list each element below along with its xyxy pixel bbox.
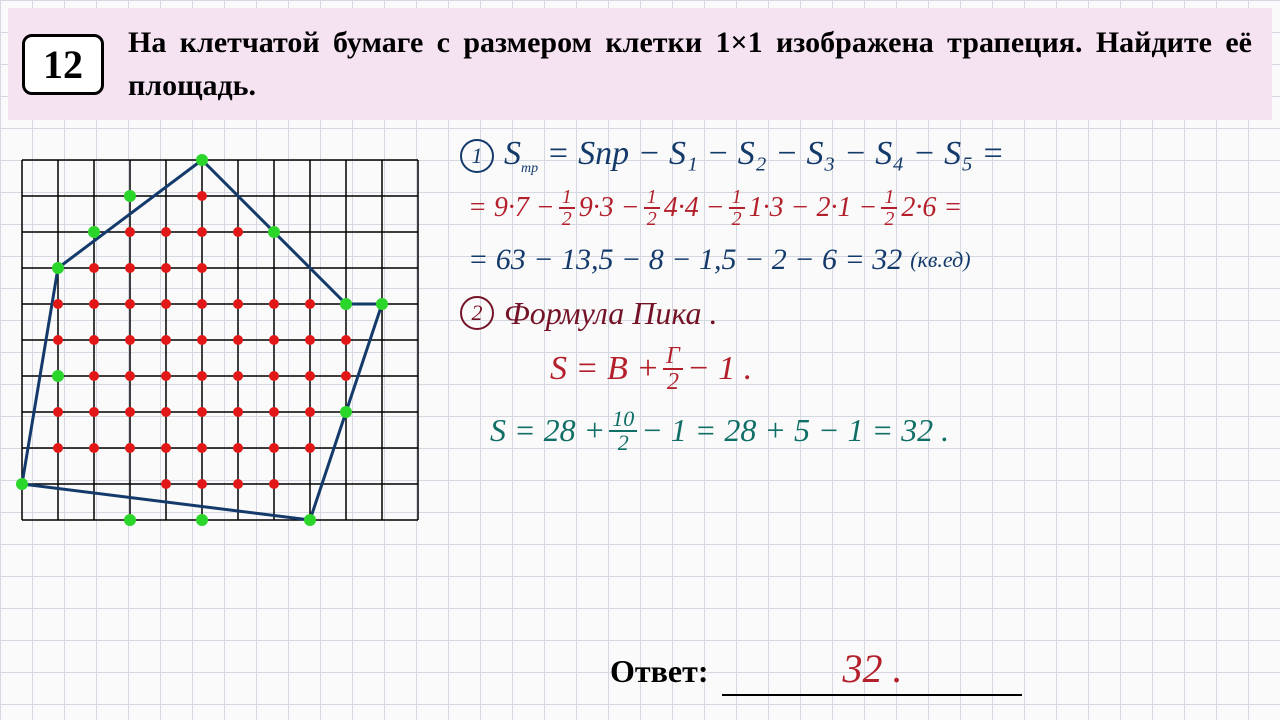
problem-number-badge: 12 [22, 34, 104, 95]
answer-row: Ответ: 32 . [610, 645, 1022, 696]
solution-work: 1 Sтр = Sпр − S₁ − S₂ − S₃ − S₄ − S₅ = =… [460, 135, 1260, 464]
pick-calc: S = 28 + 102 − 1 = 28 + 5 − 1 = 32 . [490, 408, 1260, 454]
equation-3: = 63 − 13,5 − 8 − 1,5 − 2 − 6 = 32 (кв.е… [468, 243, 1260, 277]
step-2-title: 2 Формула Пика . [460, 295, 1260, 332]
answer-value: 32 . [722, 645, 1022, 696]
trapezoid-diagram [12, 150, 432, 550]
problem-text: На клетчатой бумаге с размером клетки 1×… [128, 21, 1252, 108]
step-1-marker: 1 [460, 139, 494, 173]
pick-formula: S = В + Г2 − 1 . [550, 344, 1260, 394]
eq1-rhs: = Sпр − S₁ − S₂ − S₃ − S₄ − S₅ = [538, 135, 1004, 172]
step-2-marker: 2 [460, 296, 494, 330]
equation-1: 1 Sтр = Sпр − S₁ − S₂ − S₃ − S₄ − S₅ = [460, 135, 1260, 177]
problem-header: 12 На клетчатой бумаге с размером клетки… [8, 8, 1272, 120]
equation-2: = 9·7 − 12 9·3 − 12 4·4 − 12 1·3 − 2·1 −… [468, 187, 1260, 229]
answer-label: Ответ: [610, 653, 708, 690]
